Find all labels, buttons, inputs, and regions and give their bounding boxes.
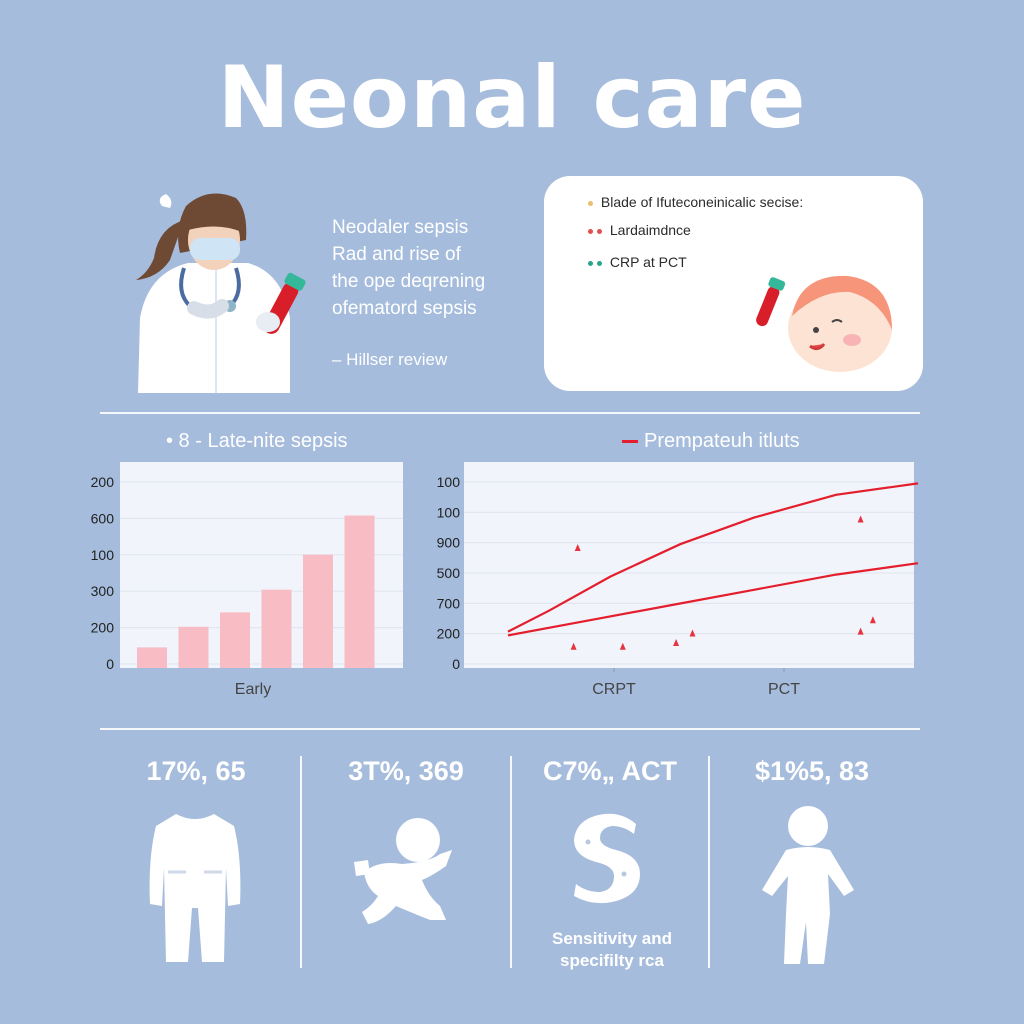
y-tick-label: 200	[437, 626, 461, 642]
info-card: Blade of Ifuteconeinicalic secise: Larda…	[544, 176, 923, 391]
info-item: Blade of Ifuteconeinicalic secise:	[588, 194, 803, 210]
stat-value: $1%5, 83	[754, 756, 870, 786]
line-chart: 100 100 900 500 700 200 0 CRPT PCT	[437, 462, 919, 698]
page-title: Neonal care	[217, 48, 807, 148]
bullet-icon	[588, 200, 593, 206]
series-line	[507, 482, 919, 633]
x-tick-label: PCT	[768, 681, 800, 698]
y-tick-label: 700	[437, 595, 461, 611]
doctor-with-test-tube-icon	[136, 193, 306, 393]
stat-value: 3T%, 369	[348, 756, 464, 786]
y-tick-label: 600	[91, 510, 115, 526]
info-item: CRP at PCT	[588, 254, 687, 270]
data-point	[574, 544, 581, 551]
data-point	[570, 642, 577, 650]
stat-value: C7%„ ACT	[542, 756, 677, 786]
y-tick-label: 100	[437, 504, 461, 520]
stat-value: 17%, 65	[146, 756, 246, 786]
toddler-icon	[762, 806, 854, 964]
data-point	[673, 639, 680, 646]
stat-separator	[708, 756, 710, 968]
stat-separator	[510, 756, 512, 968]
intro-line: Neodaler sepsis	[332, 217, 469, 238]
intro-review: – Hillser review	[332, 350, 448, 369]
y-tick-label: 200	[91, 620, 115, 636]
intro-line: the ope deqrening	[332, 271, 486, 292]
bullet-icon	[597, 260, 602, 266]
crawling-baby-icon	[354, 818, 452, 924]
info-item-label: Blade of Ifuteconeinicalic secise:	[600, 194, 804, 210]
x-axis-label: Early	[235, 681, 271, 698]
y-tick-label: 100	[437, 474, 461, 490]
bar	[303, 554, 333, 668]
stat-caption-line: Sensitivity and	[552, 929, 672, 948]
bar	[137, 647, 167, 668]
info-item-label: CRP at PCT	[609, 254, 687, 270]
s-curve-icon	[574, 813, 640, 904]
intro-text: Neodaler sepsis Rad and rise of the ope …	[332, 214, 542, 373]
y-tick-label: 0	[452, 656, 460, 672]
data-point	[857, 515, 864, 523]
y-tick-label: 200	[91, 474, 115, 490]
intro-line: Rad and rise of	[332, 244, 461, 265]
y-tick-label: 500	[437, 565, 461, 581]
y-tick-label: 100	[91, 547, 115, 563]
bar	[220, 612, 250, 668]
bar	[344, 515, 375, 668]
section-divider	[100, 728, 920, 730]
intro-line: ofematord sepsis	[332, 298, 477, 319]
line-chart-title: Prempateuh itluts	[644, 430, 800, 452]
data-point	[869, 616, 876, 624]
data-point	[619, 642, 626, 650]
bar-chart-title: • 8 - Late-nite sepsis	[166, 430, 348, 452]
stat-caption: Sensitivity and specifilty rca	[532, 928, 692, 972]
baby-face-icon	[756, 275, 892, 372]
y-tick-label: 0	[106, 656, 114, 672]
bar-chart: 200 600 100 300 200 0 Early	[91, 462, 403, 698]
bar	[178, 626, 209, 668]
stat-caption-line: specifilty rca	[560, 951, 664, 970]
bullet-icon	[588, 228, 593, 234]
data-point	[689, 629, 696, 637]
onesie-icon	[149, 814, 241, 962]
legend-swatch	[622, 440, 638, 444]
info-item: Lardaimdnce	[588, 222, 691, 238]
section-divider	[100, 412, 920, 414]
bullet-icon	[588, 260, 593, 266]
bullet-icon	[597, 228, 602, 234]
info-item-label: Lardaimdnce	[609, 222, 691, 238]
x-tick-label: CRPT	[592, 681, 636, 698]
data-point	[857, 627, 864, 635]
y-tick-label: 900	[437, 535, 461, 551]
line-chart-title-row: Prempateuh itluts	[622, 430, 800, 453]
bar	[261, 589, 292, 668]
stat-separator	[300, 756, 302, 968]
series-line	[507, 562, 919, 637]
y-tick-label: 300	[91, 583, 115, 599]
